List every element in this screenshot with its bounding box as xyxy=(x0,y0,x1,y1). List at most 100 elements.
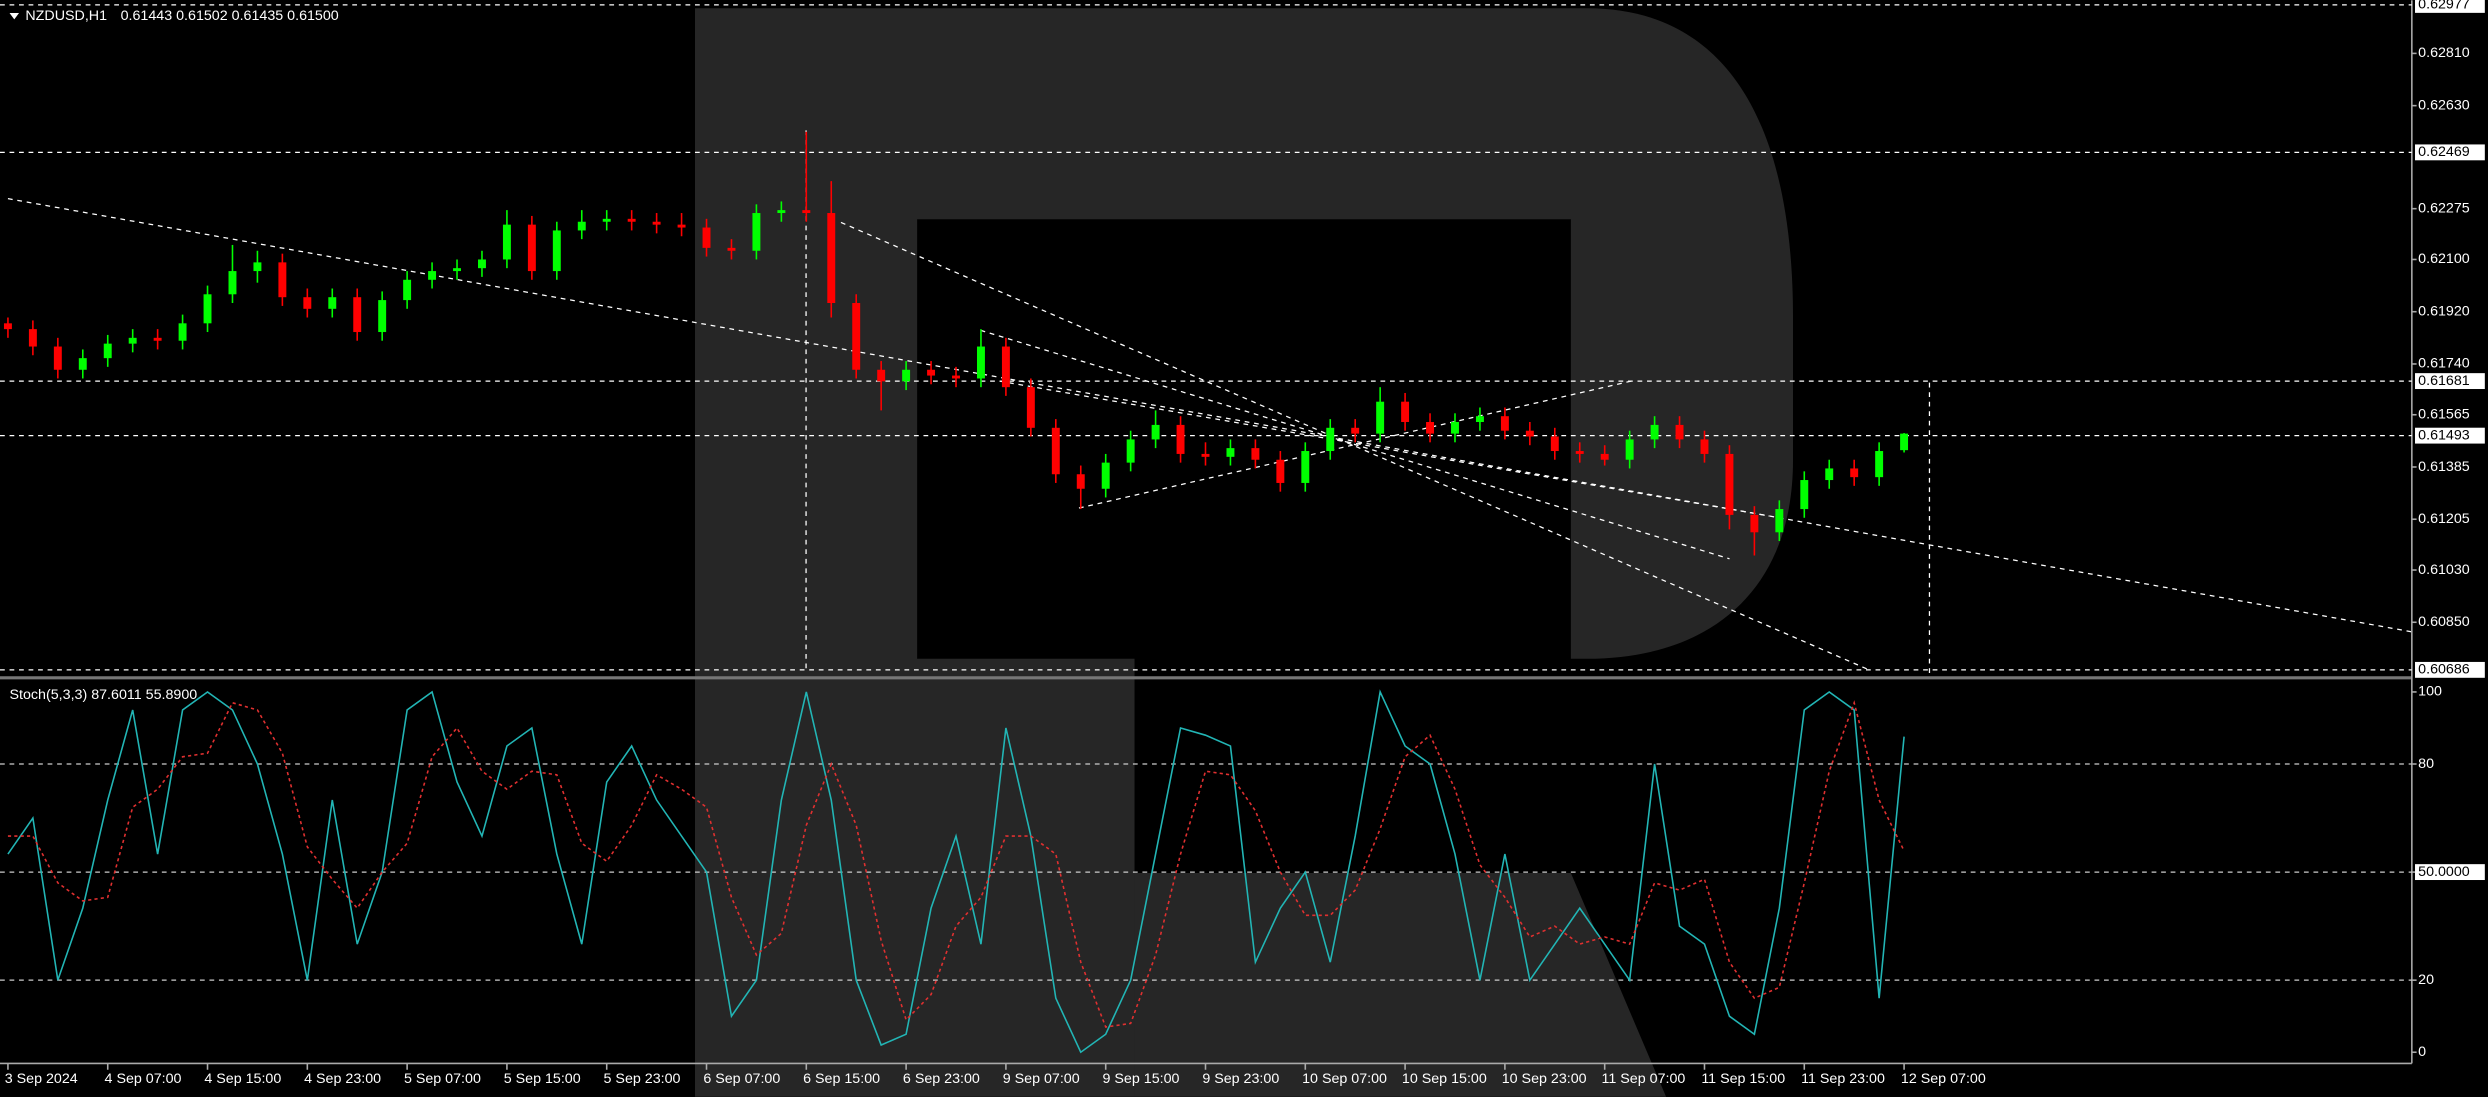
candle-body xyxy=(1301,451,1310,483)
candle-body xyxy=(802,210,811,214)
trendline xyxy=(840,221,1870,671)
level-box xyxy=(2415,144,2485,161)
candle-body xyxy=(1575,451,1584,454)
candle-body xyxy=(353,297,362,333)
y-tick-label: 80 xyxy=(2418,756,2434,772)
candle-body xyxy=(1775,509,1784,533)
collapse-arrow xyxy=(9,12,20,20)
y-tick-label: 20 xyxy=(2418,972,2434,988)
x-tick-label: 6 Sep 23:00 xyxy=(903,1071,980,1087)
watermark-leg xyxy=(1134,872,1667,1097)
level-label: 0.62977 xyxy=(2418,0,2470,13)
y-tick-label: 0.61205 xyxy=(2418,511,2470,527)
candle-body xyxy=(1700,439,1709,454)
candle-body xyxy=(153,337,162,341)
candle-body xyxy=(702,227,711,248)
candle-body xyxy=(752,213,761,251)
y-tick-label: 0.61385 xyxy=(2418,459,2470,475)
level-box xyxy=(2415,0,2485,13)
x-tick-label: 5 Sep 15:00 xyxy=(504,1071,581,1087)
candle-body xyxy=(328,297,337,309)
x-tick-label: 6 Sep 07:00 xyxy=(703,1071,780,1087)
level-label: 0.61493 xyxy=(2418,427,2470,443)
indicator-title: Stoch(5,3,3) 87.6011 55.8900 xyxy=(10,687,198,703)
candle-body xyxy=(1600,453,1609,460)
y-tick-label: 0.62810 xyxy=(2418,45,2470,61)
candle-body xyxy=(1276,459,1285,483)
candle-body xyxy=(1525,430,1534,437)
level-box xyxy=(2415,373,2485,390)
candle-body xyxy=(827,213,836,304)
y-tick-label: 100 xyxy=(2418,684,2442,700)
candle-body xyxy=(1401,401,1410,423)
x-tick-label: 12 Sep 07:00 xyxy=(1901,1071,1986,1087)
candle-body xyxy=(1750,514,1759,533)
trendline xyxy=(999,380,1770,517)
candle-body xyxy=(1001,346,1010,388)
candle-body xyxy=(1051,427,1060,475)
candle-body xyxy=(203,294,212,324)
x-tick-label: 10 Sep 07:00 xyxy=(1302,1071,1387,1087)
level-box xyxy=(2415,661,2485,678)
candle-body xyxy=(1026,387,1035,428)
candle-body xyxy=(1126,439,1135,463)
chart-title: NZDUSD,H1 xyxy=(25,8,107,24)
x-tick-label: 9 Sep 23:00 xyxy=(1202,1071,1279,1087)
candle-body xyxy=(1475,416,1484,423)
candle-body xyxy=(552,230,561,272)
x-tick-label: 4 Sep 07:00 xyxy=(105,1071,182,1087)
x-tick-label: 9 Sep 15:00 xyxy=(1103,1071,1180,1087)
watermark xyxy=(694,8,1794,1097)
candle-body xyxy=(453,268,461,272)
candle-body xyxy=(103,343,112,359)
x-tick-label: 4 Sep 23:00 xyxy=(304,1071,381,1087)
y-tick-label: 0.61920 xyxy=(2418,303,2470,319)
y-tick-label: 0.62630 xyxy=(2418,97,2470,113)
y-tick-label: 0.62100 xyxy=(2418,251,2470,267)
candle-body xyxy=(727,247,736,251)
x-tick-label: 9 Sep 07:00 xyxy=(1003,1071,1080,1087)
candle-body xyxy=(378,300,387,333)
candle-body xyxy=(502,224,511,260)
candle-body xyxy=(1550,436,1559,452)
candle-body xyxy=(927,369,936,376)
candle-body xyxy=(1451,422,1459,434)
trendline xyxy=(980,329,1730,560)
y-tick-label: 0.61030 xyxy=(2418,562,2470,578)
candle-body xyxy=(78,358,87,370)
candle-body xyxy=(1850,468,1859,478)
candle-body xyxy=(403,279,412,301)
y-tick-label: 0.60850 xyxy=(2418,614,2470,630)
x-tick-label: 11 Sep 07:00 xyxy=(1602,1071,1686,1087)
level-label: 0.61681 xyxy=(2418,373,2470,389)
candle-body xyxy=(1875,451,1884,478)
candle-body xyxy=(902,369,911,382)
candle-body xyxy=(527,224,536,272)
y-tick-label: 0.61740 xyxy=(2418,356,2470,372)
x-tick-label: 5 Sep 23:00 xyxy=(604,1071,681,1087)
candle-body xyxy=(1076,474,1085,489)
candle-body xyxy=(278,262,287,298)
candle-body xyxy=(1101,462,1110,489)
candle-body xyxy=(178,323,187,341)
candle-body xyxy=(1351,427,1360,434)
candle-body xyxy=(228,271,237,295)
candle-body xyxy=(777,210,786,214)
x-tick-label: 11 Sep 15:00 xyxy=(1701,1071,1785,1087)
candle-body xyxy=(1176,424,1185,454)
candle-body xyxy=(602,218,611,222)
candle-body xyxy=(1675,424,1684,440)
trendline xyxy=(7,198,2412,633)
candle-body xyxy=(3,323,12,330)
x-tick-label: 3 Sep 2024 xyxy=(5,1071,78,1087)
candle-body xyxy=(428,271,437,280)
y-tick-label: 0.62275 xyxy=(2418,200,2470,216)
y-tick-label: 50.0000 xyxy=(2418,864,2470,880)
x-tick-label: 4 Sep 15:00 xyxy=(204,1071,281,1087)
level-box xyxy=(2415,427,2485,444)
candle-body xyxy=(478,259,486,269)
x-tick-label: 6 Sep 15:00 xyxy=(803,1071,880,1087)
x-tick-label: 11 Sep 23:00 xyxy=(1801,1071,1885,1087)
candle-body xyxy=(1201,453,1210,457)
x-tick-label: 10 Sep 15:00 xyxy=(1402,1071,1487,1087)
